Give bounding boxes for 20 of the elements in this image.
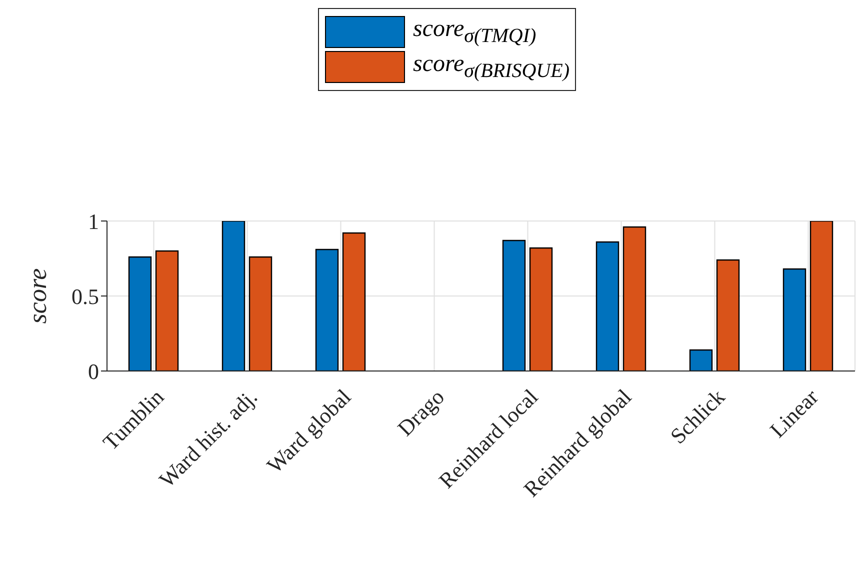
y-tick-label: 1: [88, 208, 99, 234]
bar: [502, 240, 526, 371]
bar: [222, 221, 246, 371]
legend-label: score$_{σ(BRISQUE)}$: [413, 51, 570, 83]
bar: [342, 232, 366, 371]
y-tick-label: 0.5: [72, 284, 99, 309]
bar: [689, 349, 713, 371]
bar: [716, 259, 740, 371]
legend-label: score$_{σ(TMQI)}$: [413, 16, 536, 48]
bar: [248, 256, 272, 371]
y-axis-title: score: [23, 268, 52, 324]
y-tick-label: 0: [88, 358, 99, 384]
bar: [622, 226, 646, 371]
bar: [128, 256, 152, 371]
bar: [596, 241, 620, 371]
bar: [315, 248, 339, 371]
bar: [155, 250, 179, 371]
bar: [782, 268, 806, 371]
bar: [810, 221, 834, 371]
bar: [529, 247, 553, 371]
